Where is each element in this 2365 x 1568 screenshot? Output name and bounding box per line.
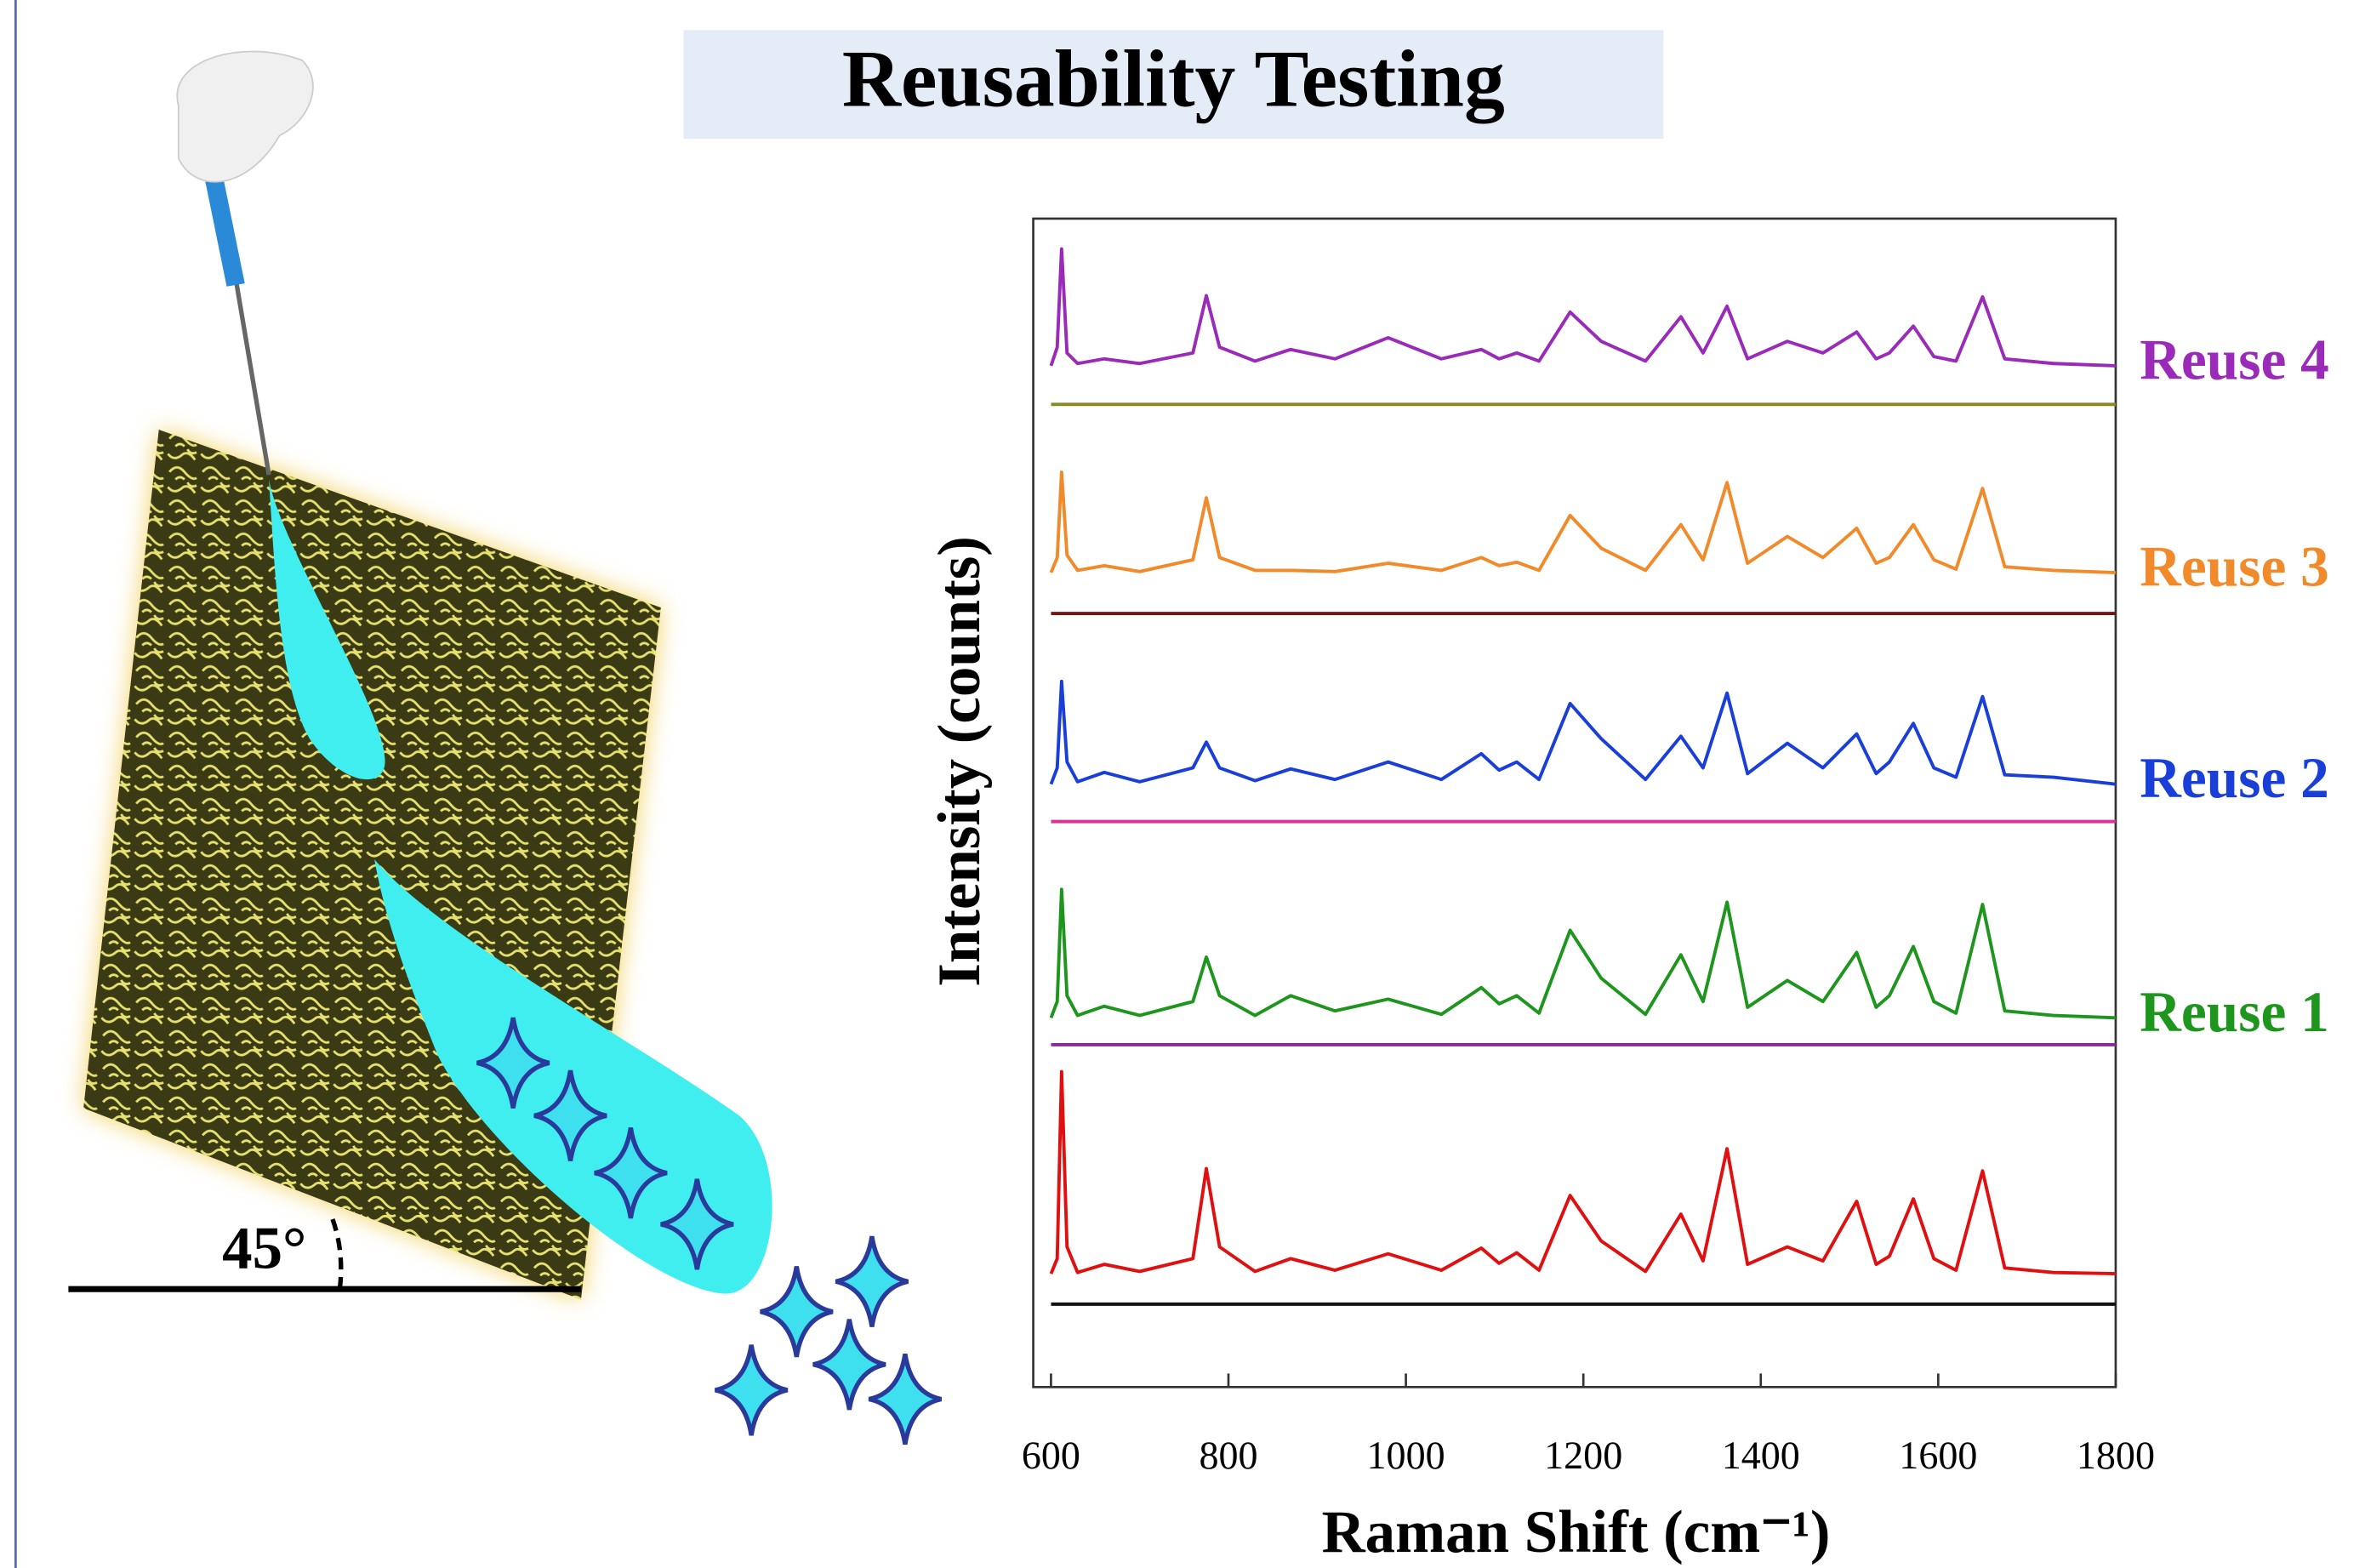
illustration: 45° (68, 51, 941, 1444)
angle-label: 45° (222, 1216, 306, 1282)
spectrum-line (1051, 889, 2115, 1018)
star (715, 1345, 788, 1435)
x-tick-label: 1000 (1367, 1434, 1445, 1477)
x-tick-label: 1800 (2077, 1434, 2155, 1477)
plot-frame (1034, 219, 2116, 1387)
x-tick-label: 600 (1022, 1434, 1080, 1477)
x-tick-label: 800 (1199, 1434, 1257, 1477)
spectrum-line (1051, 681, 2115, 784)
spectrum-line (1051, 472, 2115, 573)
series-label: Reuse 1 (2140, 980, 2329, 1044)
x-tick-label: 1200 (1544, 1434, 1622, 1477)
x-tick-label: 1600 (1899, 1434, 1977, 1477)
series-label: Reuse 3 (2140, 535, 2329, 599)
star (835, 1236, 908, 1326)
page: Reusability Testing 45° Intensity (count… (0, 0, 2365, 1568)
y-axis-title: Intensity (counts) (926, 536, 993, 987)
x-axis-title: Raman Shift (cm⁻¹) (1321, 1499, 1830, 1565)
spectrum-line (1051, 1072, 2115, 1274)
star (761, 1267, 833, 1357)
spectrum-line (1051, 249, 2115, 366)
figure-title: Reusability Testing (842, 34, 1505, 124)
x-tick-label: 1400 (1722, 1434, 1800, 1477)
figure: Reusability Testing 45° Intensity (count… (0, 0, 2365, 1568)
angle-arc (333, 1218, 341, 1289)
glove-hand (177, 51, 313, 181)
series-label: Reuse 4 (2140, 328, 2329, 391)
series-label: Reuse 2 (2140, 746, 2329, 810)
